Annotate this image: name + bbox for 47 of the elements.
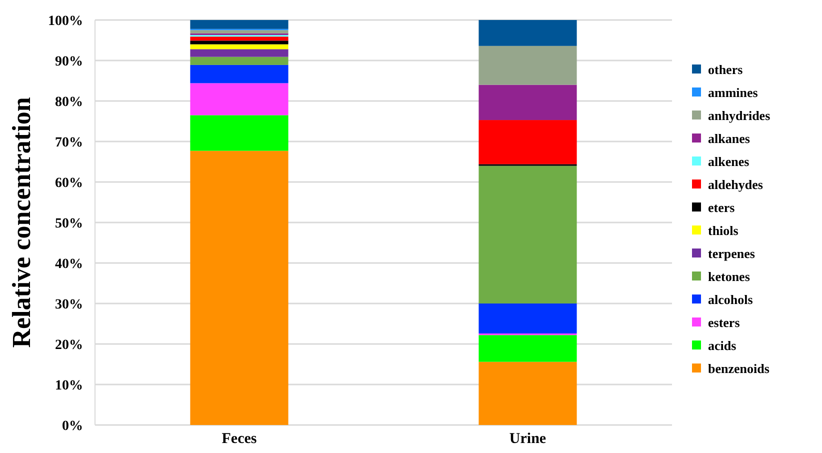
- legend-label: thiols: [708, 223, 738, 238]
- bar: [190, 56, 288, 65]
- legend-label: others: [708, 62, 743, 78]
- legend-label: anhydrides: [708, 108, 770, 124]
- legend-label: eters: [708, 200, 735, 216]
- x-tick-label: Feces: [222, 431, 257, 447]
- bar: [190, 115, 288, 151]
- bar: [190, 40, 288, 44]
- y-tick-label: 80%: [55, 94, 83, 110]
- y-tick-label: 0%: [62, 418, 83, 434]
- legend-label: terpenes: [708, 246, 755, 262]
- bar: [190, 44, 288, 50]
- bar: [478, 46, 577, 85]
- y-tick-label: 40%: [55, 256, 83, 272]
- legend-label: alkenes: [708, 154, 750, 170]
- y-tick-label: 10%: [55, 378, 83, 394]
- y-tick-label: 90%: [55, 54, 83, 70]
- legend-label: esters: [708, 315, 740, 330]
- y-tick-label: 100%: [48, 14, 83, 29]
- y-tick-label: 20%: [55, 338, 83, 353]
- bar: [478, 84, 577, 120]
- bar: [478, 120, 577, 164]
- bar: [190, 20, 288, 29]
- bar: [190, 49, 288, 57]
- legend-label: alkanes: [708, 131, 750, 146]
- legend-label: aldehydes: [708, 177, 763, 192]
- legend-label: acids: [708, 338, 736, 354]
- legend-label: alcohols: [708, 292, 753, 308]
- bar: [478, 20, 577, 46]
- legend-label: benzenoids: [708, 361, 770, 376]
- bar: [478, 335, 577, 362]
- bar: [190, 36, 288, 41]
- x-tick-label: Urine: [509, 431, 546, 447]
- bar: [190, 150, 288, 425]
- legend-label: ketones: [708, 269, 750, 284]
- bar: [190, 83, 288, 116]
- y-tick-label: 60%: [55, 176, 83, 191]
- legend-label: ammines: [708, 85, 758, 100]
- y-tick-label: 50%: [55, 216, 83, 232]
- bar: [478, 362, 577, 425]
- bar: [478, 304, 577, 334]
- bar: [190, 30, 288, 34]
- bar: [478, 166, 577, 304]
- y-axis-title: Relative concentration: [7, 96, 36, 348]
- y-tick-label: 30%: [55, 297, 83, 312]
- y-tick-label: 70%: [55, 135, 83, 150]
- bar: [190, 64, 288, 84]
